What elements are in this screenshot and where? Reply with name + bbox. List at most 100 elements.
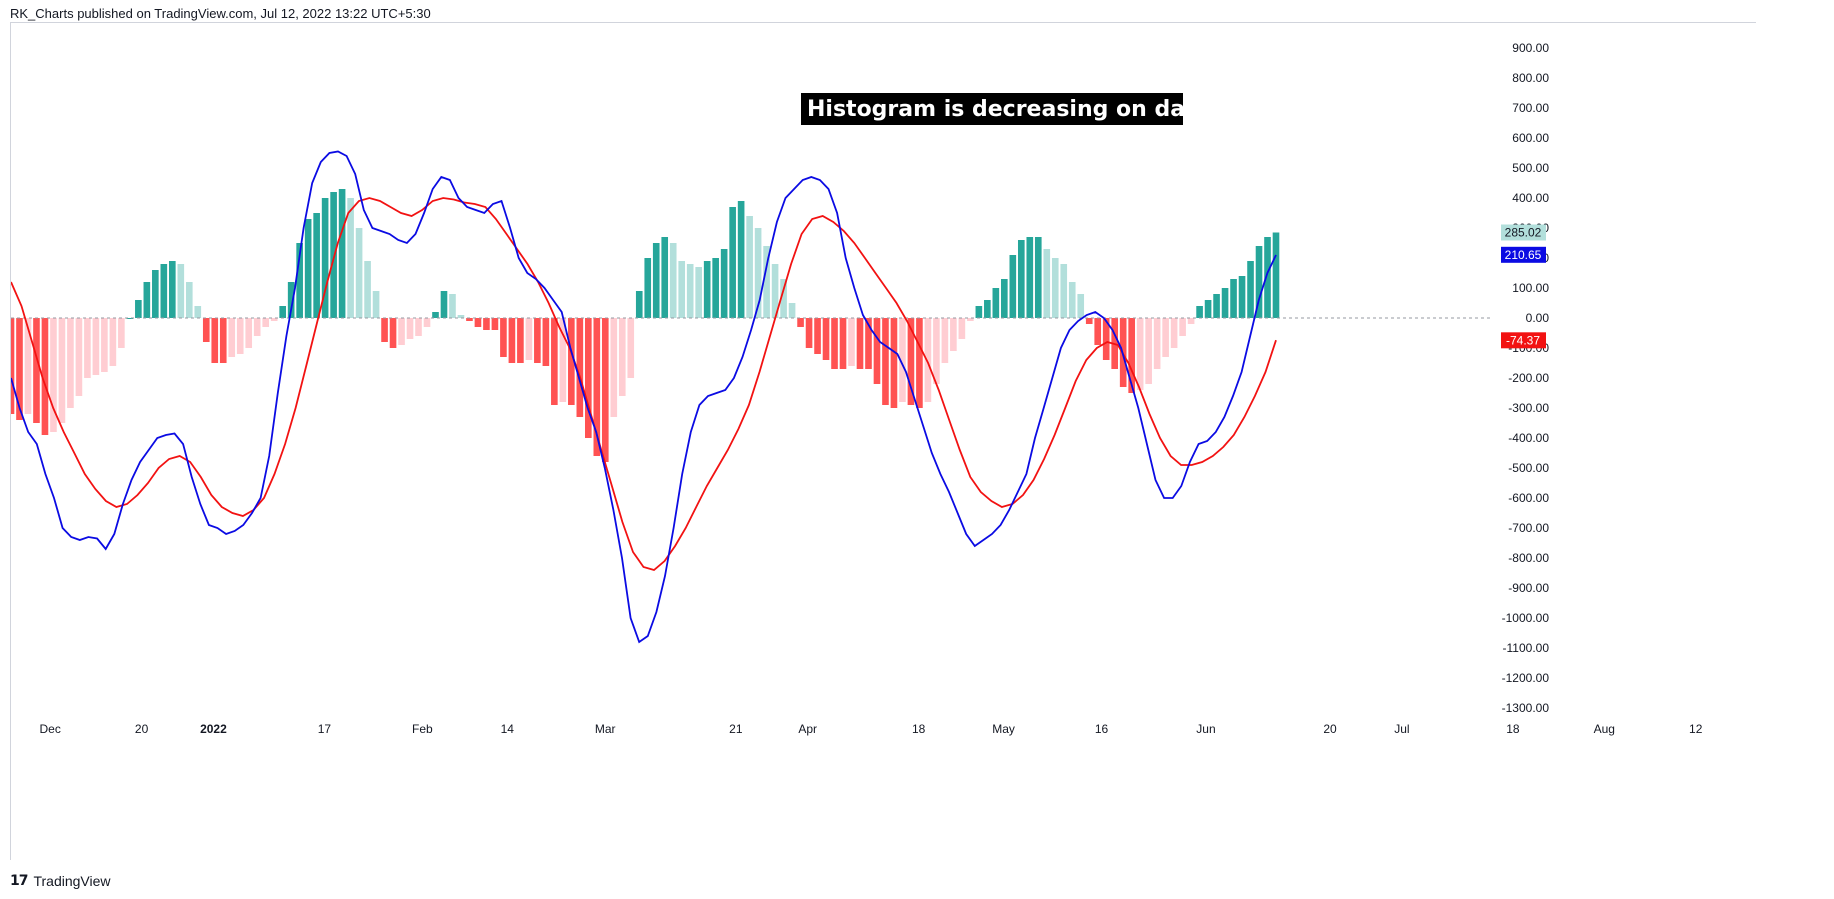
histogram-bar [534, 318, 541, 363]
histogram-bar [168, 261, 176, 318]
histogram-bar [933, 318, 940, 384]
histogram-bar [686, 264, 694, 318]
histogram-bar [576, 318, 584, 417]
histogram-bar [1264, 237, 1271, 318]
y-tick-label: -200.00 [1508, 371, 1549, 385]
last-value-badges: 285.02 210.65 -74.37 [1501, 224, 1546, 349]
histogram-bar [1001, 279, 1008, 318]
histogram-bar [466, 318, 473, 321]
y-tick-label: -800.00 [1508, 551, 1549, 565]
histogram-bar [822, 318, 830, 360]
histogram-bar [126, 318, 134, 319]
histogram-bar [899, 318, 906, 402]
histogram-bar [848, 318, 855, 366]
histogram-bar [1272, 232, 1280, 318]
histogram-bar [627, 318, 635, 378]
histogram-bar [1094, 318, 1102, 345]
x-axis: Dec 20 2022 17 Feb 14 Mar 21 Apr 18 May 16 Jun 20 Jul 1… [40, 722, 1703, 736]
svg-text:210.65: 210.65 [1505, 248, 1542, 262]
histogram-bar [1085, 318, 1093, 324]
y-tick-label: -900.00 [1508, 581, 1549, 595]
y-tick-label: -1200.00 [1502, 671, 1550, 685]
histogram-bar [118, 318, 125, 348]
histogram-bar [967, 318, 974, 321]
y-tick-label: 900.00 [1512, 41, 1549, 55]
histogram-bar [1043, 249, 1051, 318]
histogram-bar [449, 294, 456, 318]
y-tick-label: -1100.00 [1503, 641, 1550, 655]
y-tick-label: -500.00 [1508, 461, 1549, 475]
x-tick-label: 17 [318, 722, 332, 736]
histogram-bar [1204, 300, 1212, 318]
annotation-text: Histogram is decreasing on daily chart [807, 97, 1288, 122]
histogram-bar [270, 318, 278, 321]
x-tick-label: 14 [501, 722, 515, 736]
y-tick-label: 600.00 [1512, 131, 1549, 145]
histogram-bar [805, 318, 813, 348]
histogram-bar [814, 318, 821, 354]
histogram-bar [610, 318, 618, 417]
histogram-bar [737, 201, 745, 318]
histogram-bar [780, 279, 787, 318]
histogram-bar [720, 249, 728, 318]
histogram-bar [423, 318, 431, 327]
histogram-bar [135, 300, 142, 318]
histogram-bar [474, 318, 482, 327]
histogram-bar [1051, 258, 1059, 318]
y-axis: 900.00800.00700.00600.00500.00400.00300.… [1502, 41, 1550, 715]
histogram-bar [1017, 240, 1025, 318]
x-tick-label: Jul [1394, 722, 1409, 736]
y-tick-label: 500.00 [1512, 161, 1549, 175]
x-tick-label: Jun [1196, 722, 1215, 736]
histogram-bar [568, 318, 575, 405]
x-tick-label: May [992, 722, 1015, 736]
histogram-bar [372, 291, 380, 318]
histogram-bar [381, 318, 388, 342]
histogram-bar [279, 306, 286, 318]
macd-last-value: 210.65 [1501, 246, 1546, 263]
annotation-box: Histogram is decreasing on daily chart [801, 93, 1288, 125]
y-tick-label: -400.00 [1508, 431, 1549, 445]
x-tick-label: 16 [1095, 722, 1109, 736]
histogram-bar [1196, 306, 1203, 318]
histogram-bar [160, 264, 168, 318]
histogram-bar [11, 318, 15, 414]
histogram-bar [33, 318, 40, 423]
histogram-bar [788, 303, 796, 318]
histogram-bar [601, 318, 609, 462]
histogram-bar [228, 318, 236, 357]
histogram-bar [287, 282, 295, 318]
histogram-bar [1230, 279, 1237, 318]
histogram-bar [355, 228, 363, 318]
histogram-bar [797, 318, 804, 327]
histogram-bar [678, 261, 686, 318]
histogram-bar [1128, 318, 1135, 393]
histogram-bar [712, 258, 719, 318]
y-tick-label: -700.00 [1508, 521, 1549, 535]
histogram-bar [754, 228, 762, 318]
histogram-bar [652, 243, 660, 318]
histogram-bar [525, 318, 533, 360]
histogram-bar [236, 318, 244, 354]
histogram-bar [1060, 264, 1068, 318]
histogram-bar [517, 318, 524, 363]
histogram-bar [143, 282, 151, 318]
y-tick-label: -300.00 [1508, 401, 1549, 415]
histogram-bar [890, 318, 898, 408]
signal-last-value: -74.37 [1501, 332, 1546, 349]
histogram-bar [695, 267, 702, 318]
histogram-bar [771, 264, 779, 318]
histogram-bar [432, 312, 439, 318]
y-tick-label: -1300.00 [1502, 701, 1550, 715]
histogram-bar [1221, 288, 1229, 318]
histogram-bar [508, 318, 516, 363]
histogram-bar [924, 318, 932, 402]
histogram-bar [483, 318, 490, 330]
y-tick-label: 0.00 [1526, 311, 1550, 325]
histogram-bar [415, 318, 422, 336]
macd-chart[interactable]: 900.00800.00700.00600.00500.00400.00300.… [11, 23, 1757, 861]
histogram-bar [1136, 318, 1144, 390]
y-tick-label: 800.00 [1512, 71, 1549, 85]
histogram-bar [941, 318, 949, 363]
histogram-bar [907, 318, 915, 405]
